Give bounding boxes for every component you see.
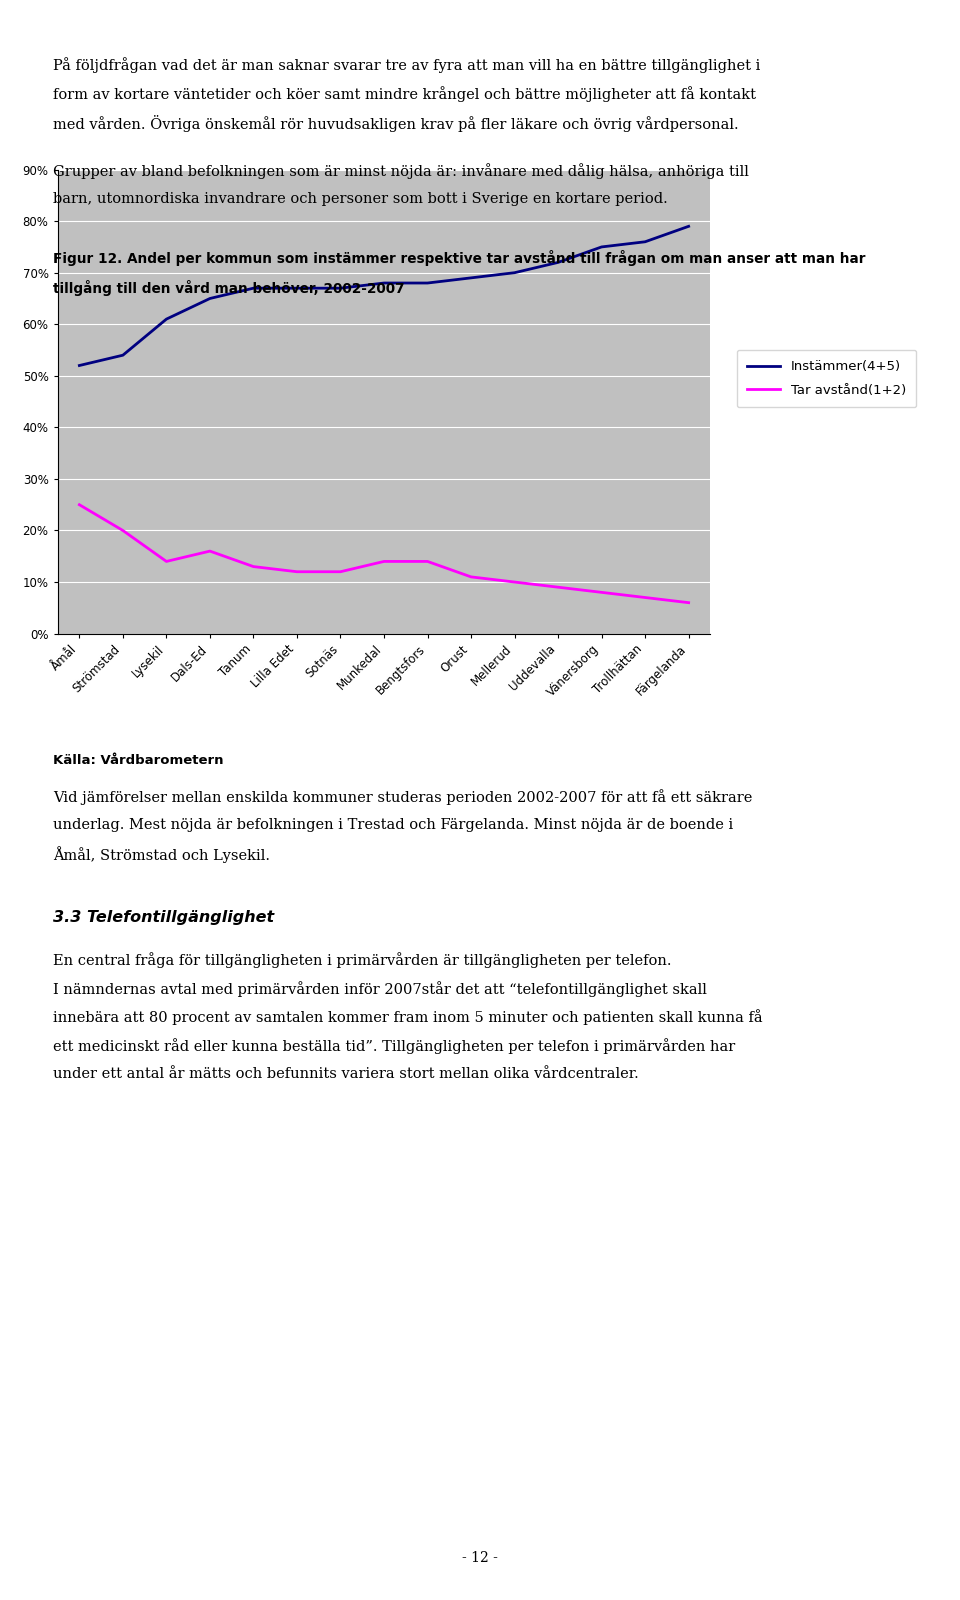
Text: En central fråga för tillgängligheten i primärvården är tillgängligheten per tel: En central fråga för tillgängligheten i … (53, 952, 671, 968)
Text: form av kortare väntetider och köer samt mindre krångel och bättre möjligheter a: form av kortare väntetider och köer samt… (53, 86, 756, 102)
Text: Vid jämförelser mellan enskilda kommuner studeras perioden 2002-2007 för att få : Vid jämförelser mellan enskilda kommuner… (53, 789, 753, 805)
Text: Källa: Vårdbarometern: Källa: Vårdbarometern (53, 754, 224, 766)
Legend: Instämmer(4+5), Tar avstånd(1+2): Instämmer(4+5), Tar avstånd(1+2) (736, 349, 917, 408)
Text: barn, utomnordiska invandrare och personer som bott i Sverige en kortare period.: barn, utomnordiska invandrare och person… (53, 192, 667, 206)
Text: Grupper av bland befolkningen som är minst nöjda är: invånare med dålig hälsa, a: Grupper av bland befolkningen som är min… (53, 163, 749, 179)
Text: innebära att 80 procent av samtalen kommer fram inom 5 minuter och patienten ska: innebära att 80 procent av samtalen komm… (53, 1010, 762, 1026)
Text: - 12 -: - 12 - (462, 1550, 498, 1565)
Text: 3.3 Telefontillgänglighet: 3.3 Telefontillgänglighet (53, 910, 274, 925)
Text: ett medicinskt råd eller kunna beställa tid”. Tillgängligheten per telefon i pri: ett medicinskt råd eller kunna beställa … (53, 1038, 735, 1054)
Text: under ett antal år mätts och befunnits variera stort mellan olika vårdcentraler.: under ett antal år mätts och befunnits v… (53, 1067, 638, 1082)
Text: På följdfrågan vad det är man saknar svarar tre av fyra att man vill ha en bättr: På följdfrågan vad det är man saknar sva… (53, 58, 760, 74)
Text: Åmål, Strömstad och Lysekil.: Åmål, Strömstad och Lysekil. (53, 846, 270, 864)
Text: med vården. Övriga önskemål rör huvudsakligen krav på fler läkare och övrig vård: med vården. Övriga önskemål rör huvudsak… (53, 115, 738, 133)
Text: underlag. Mest nöjda är befolkningen i Trestad och Färgelanda. Minst nöjda är de: underlag. Mest nöjda är befolkningen i T… (53, 818, 733, 832)
Text: Figur 12. Andel per kommun som instämmer respektive tar avstånd till frågan om m: Figur 12. Andel per kommun som instämmer… (53, 250, 865, 266)
Text: I nämndernas avtal med primärvården inför 2007står det att “telefontillgänglighe: I nämndernas avtal med primärvården infö… (53, 981, 707, 997)
Text: tillgång till den vård man behöver, 2002-2007: tillgång till den vård man behöver, 2002… (53, 280, 404, 296)
